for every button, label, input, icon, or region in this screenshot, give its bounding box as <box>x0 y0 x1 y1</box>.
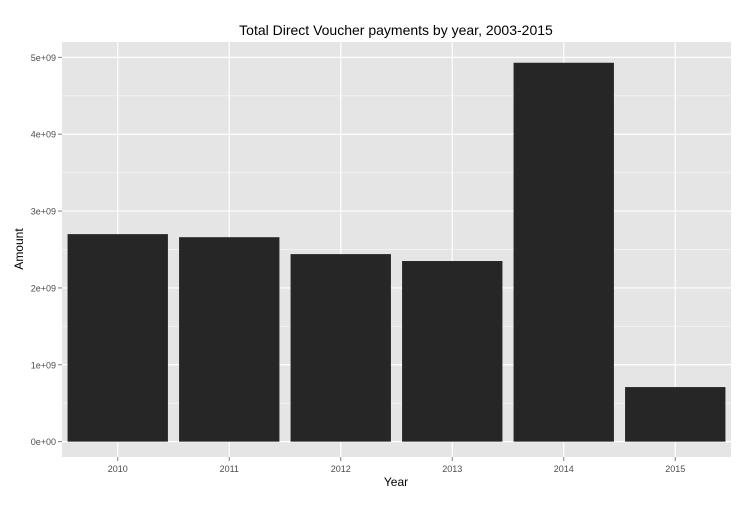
x-tick-label: 2014 <box>554 464 574 474</box>
chart-title: Total Direct Voucher payments by year, 2… <box>239 22 553 38</box>
grid-major-lines <box>62 42 731 457</box>
bar-2015 <box>625 387 726 442</box>
y-axis-label: Amount <box>12 228 26 270</box>
bar-2010 <box>67 234 168 442</box>
x-tick-label: 2011 <box>220 464 239 474</box>
x-tick-label: 2015 <box>665 464 685 474</box>
y-tick-label: 3e+09 <box>31 207 56 217</box>
y-tick-label: 1e+09 <box>31 360 56 370</box>
x-tick-label: 2010 <box>108 464 128 474</box>
bar-2014 <box>513 62 614 442</box>
grid-minor-lines <box>62 95 731 404</box>
y-tick-label: 0e+00 <box>31 437 56 447</box>
y-axis: 0e+00 1e+09 2e+09 3e+09 4e+09 5e+09 <box>31 53 62 447</box>
y-tick-label: 5e+09 <box>31 53 56 63</box>
x-tick-label: 2013 <box>442 464 462 474</box>
bar-2012 <box>290 254 391 442</box>
y-tick-label: 4e+09 <box>31 130 56 140</box>
x-axis-label: Year <box>384 475 408 489</box>
x-axis: 2010 2011 2012 2013 2014 2015 <box>108 457 685 474</box>
x-tick-label: 2012 <box>331 464 351 474</box>
y-tick-label: 2e+09 <box>31 283 56 293</box>
bar-2011 <box>179 237 280 442</box>
bar-2013 <box>402 261 503 442</box>
bars-group <box>67 62 726 442</box>
